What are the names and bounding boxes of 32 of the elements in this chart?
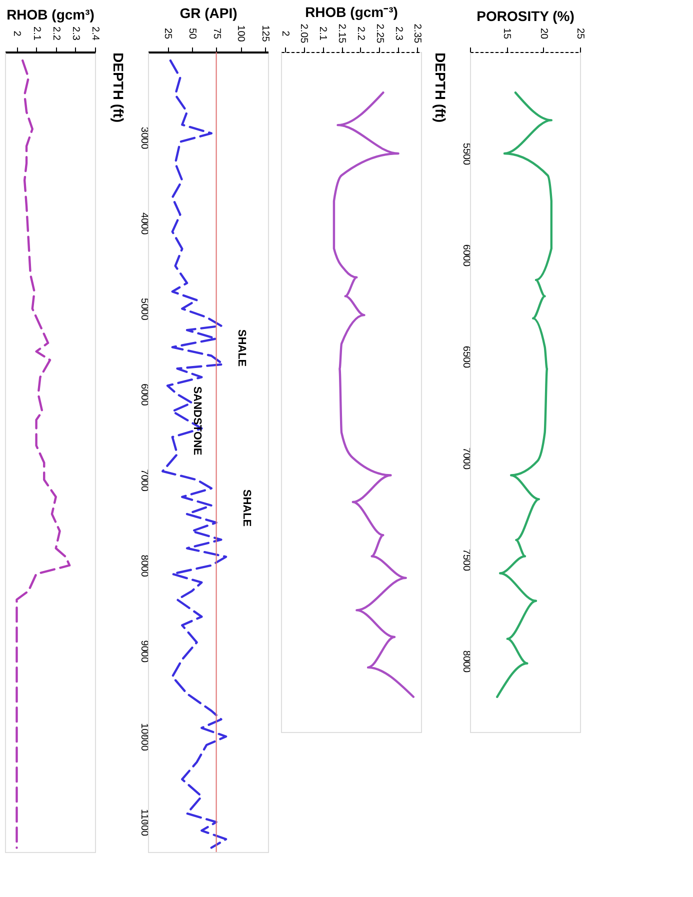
x-tick-label: 2.05 (298, 24, 310, 44)
annotation: SHALE (236, 329, 248, 367)
x-tick-label: 75 (210, 28, 222, 40)
y-axis-title: DEPTH (ft) (432, 52, 448, 122)
x-tick-label: 2.3 (392, 26, 404, 41)
x-tick-label: 25 (162, 28, 174, 40)
x-tick-label: 100 (235, 25, 246, 42)
x-tick-label: 50 (186, 28, 198, 40)
x-tick-label: 15 (501, 28, 512, 40)
x-axis-title: GR (API) (180, 5, 238, 22)
x-tick-label: 2 (11, 30, 22, 37)
x-axis-title: RHOB (gcm⁻³) (305, 4, 398, 20)
x-tick-label: 2.15 (336, 24, 348, 44)
x-tick-label: 25 (574, 28, 586, 40)
x-tick-label: 2.2 (354, 26, 366, 41)
x-axis-title: POROSITY (%) (476, 8, 574, 24)
x-tick-label: 2.1 (30, 26, 42, 41)
x-tick-label: 2.2 (50, 26, 62, 41)
annotation: SANDSTONE (190, 386, 203, 456)
x-tick-label: 2.4 (90, 26, 100, 41)
x-tick-label: 2.35 (412, 24, 423, 44)
line-series (496, 91, 552, 698)
x-tick-label: 20 (538, 28, 549, 40)
x-axis-title: RHOB (gcm³) (6, 6, 94, 23)
line-series (162, 59, 228, 849)
x-tick-label: 125 (260, 25, 271, 42)
x-tick-label: 2.3 (70, 26, 81, 41)
x-tick-label: 2 (279, 30, 290, 37)
x-tick-label: 2.1 (317, 26, 328, 41)
x-tick-label: 2.25 (374, 24, 385, 44)
annotation: SHALE (240, 489, 252, 527)
y-axis-title: DEPTH (ft) (110, 52, 126, 122)
